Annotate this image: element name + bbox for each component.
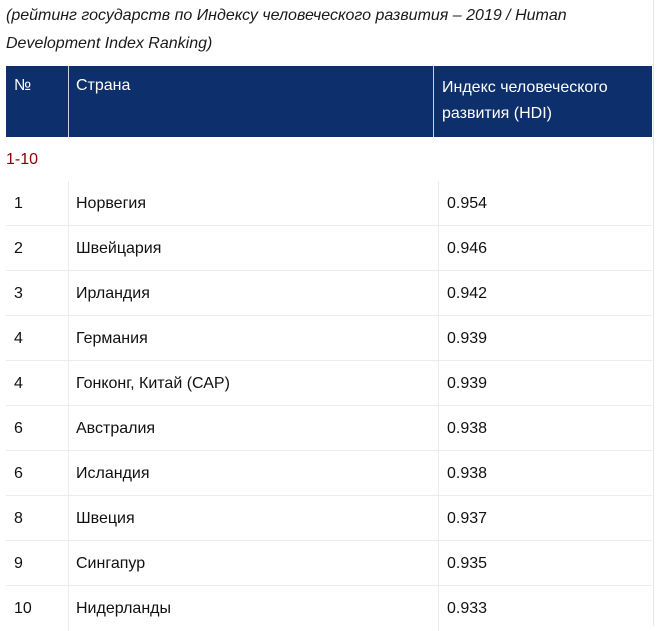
header-hdi: Индекс человеческого развития (HDI) [433,66,652,137]
rank-cell: 4 [14,330,23,347]
table-row: 10 Нидерланды 0.933 [6,586,652,631]
hdi-cell: 0.939 [438,361,652,406]
hdi-cell: 0.939 [438,316,652,361]
hdi-cell: 0.938 [438,406,652,451]
country-cell: Австралия [68,406,438,451]
page-edge-divider [653,0,654,626]
country-cell: Германия [68,316,438,361]
rank-cell: 8 [14,510,23,527]
country-cell: Исландия [68,451,438,496]
table-body: 1 Норвегия 0.954 2 Швейцария 0.946 3 Ирл… [6,181,652,631]
country-cell: Швеция [68,496,438,541]
rank-cell: 2 [14,240,23,257]
country-cell: Нидерланды [68,586,438,631]
table-row: 2 Швейцария 0.946 [6,226,652,271]
hdi-cell: 0.937 [438,496,652,541]
table-row: 3 Ирландия 0.942 [6,271,652,316]
table-row: 6 Исландия 0.938 [6,451,652,496]
country-cell: Ирландия [68,271,438,316]
country-cell: Гонконг, Китай (САР) [68,361,438,406]
group-label: 1-10 [6,151,39,168]
country-cell: Сингапур [68,541,438,586]
rank-cell: 9 [14,555,23,572]
header-country: Страна [68,66,433,137]
table-header: № Страна Индекс человеческого развития (… [6,66,652,137]
hdi-cell: 0.935 [438,541,652,586]
rank-cell: 10 [14,600,32,617]
table-row: 4 Гонконг, Китай (САР) 0.939 [6,361,652,406]
rank-cell: 6 [14,420,23,437]
table-row: 9 Сингапур 0.935 [6,541,652,586]
country-cell: Норвегия [68,181,438,226]
rank-cell: 4 [14,375,23,392]
hdi-cell: 0.954 [438,181,652,226]
rank-cell: 6 [14,465,23,482]
hdi-cell: 0.942 [438,271,652,316]
table-caption: (рейтинг государств по Индексу человечес… [6,7,567,52]
table-row: 1 Норвегия 0.954 [6,181,652,226]
table-row: 6 Австралия 0.938 [6,406,652,451]
header-rank: № [14,77,32,94]
rank-cell: 1 [14,195,23,212]
hdi-cell: 0.946 [438,226,652,271]
rank-cell: 3 [14,285,23,302]
country-cell: Швейцария [68,226,438,271]
hdi-cell: 0.938 [438,451,652,496]
table-row: 8 Швеция 0.937 [6,496,652,541]
table-row: 4 Германия 0.939 [6,316,652,361]
hdi-cell: 0.933 [438,586,652,631]
